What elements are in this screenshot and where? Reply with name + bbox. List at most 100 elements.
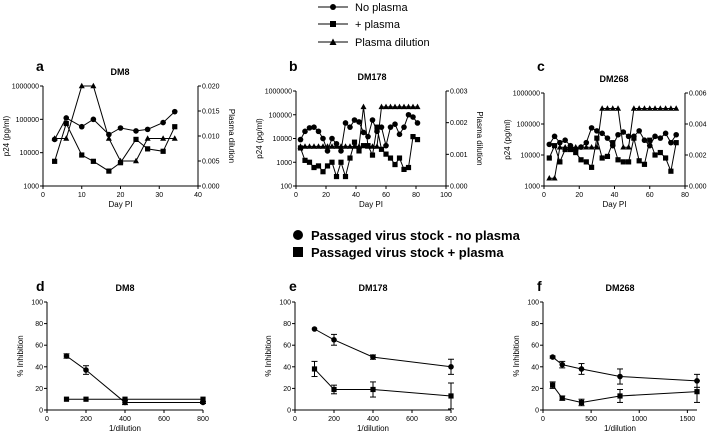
y-tick-label: 0 (39, 408, 43, 415)
y2-tick-label: 0.002 (689, 153, 707, 160)
data-point-triangle (171, 135, 178, 141)
data-point-triangle (360, 103, 367, 110)
data-point-circle (594, 128, 600, 134)
x-tick-label: 400 (119, 416, 131, 423)
x-tick-label: 400 (367, 416, 379, 423)
data-point-square (338, 159, 344, 165)
panel-b-chart: DM178 0 20 40 60 80 100 100 1000 10000 100000 10000… (255, 72, 484, 209)
data-point-triangle (374, 143, 380, 149)
data-point-circle (378, 124, 385, 130)
y-tick-label: 80 (531, 321, 539, 328)
data-point-circle (410, 114, 416, 120)
data-point-circle (133, 128, 139, 134)
data-point-square (559, 395, 565, 401)
data-point-square (356, 148, 362, 154)
data-point-circle (396, 131, 403, 138)
data-point-circle (588, 125, 595, 131)
x-tick-label: 600 (406, 416, 418, 423)
data-point-triangle (662, 105, 669, 111)
data-series (549, 354, 700, 388)
data-series (546, 135, 679, 174)
data-point-square (333, 173, 340, 180)
data-point-square (546, 155, 552, 161)
data-point-circle (546, 141, 553, 148)
top-legend-entry-plus-plasma: + plasma (318, 19, 401, 31)
panel-title: DM268 (599, 74, 628, 84)
series-line (314, 328, 452, 368)
data-point-circle (315, 128, 322, 135)
data-point-triangle (324, 143, 331, 149)
data-point-square (615, 157, 621, 163)
y-tick-label: 100000 (16, 117, 39, 124)
data-point-square (617, 393, 623, 399)
y-tick-label: 1000000 (265, 89, 292, 96)
data-point-square (383, 151, 389, 157)
data-point-triangle (625, 144, 632, 150)
data-point-triangle (356, 143, 362, 149)
data-point-circle (583, 139, 590, 146)
y-tick-label: 10000 (273, 136, 293, 143)
data-point-square (396, 155, 403, 161)
data-point-triangle (673, 105, 680, 111)
panel-title: DM268 (605, 283, 634, 293)
series-line (66, 355, 203, 403)
series-line (552, 356, 698, 382)
x-tick-label: 80 (412, 192, 420, 199)
data-point-circle (311, 124, 317, 130)
data-series (297, 103, 421, 149)
data-point-square (573, 149, 579, 156)
data-point-circle (365, 133, 371, 140)
y2-tick-label: 0.001 (450, 152, 468, 159)
data-point-triangle (383, 103, 389, 110)
x-tick-label: 0 (294, 192, 298, 199)
data-point-triangle (311, 143, 317, 149)
data-point-circle (448, 364, 454, 370)
y-tick-label: 1000 (23, 184, 39, 191)
data-point-circle (342, 120, 349, 126)
y-tick-label: 100 (279, 300, 291, 307)
data-point-circle (329, 135, 335, 142)
data-point-square (370, 386, 376, 393)
y2-tick-label: 0.003 (450, 89, 468, 96)
y-tick-label: 40 (531, 364, 539, 371)
data-point-circle (604, 135, 611, 141)
legend-label: Plasma dilution (355, 37, 430, 49)
data-series (549, 380, 700, 407)
data-point-square (636, 158, 642, 164)
data-point-triangle (105, 135, 112, 141)
data-point-square (652, 152, 658, 158)
x-tick-label: 10 (78, 192, 86, 199)
data-point-circle (356, 119, 362, 125)
series-line (54, 111, 176, 140)
y-tick-label: 80 (283, 321, 291, 328)
x-tick-label: 1000 (631, 416, 647, 423)
data-point-square (122, 396, 128, 402)
data-point-circle (369, 117, 376, 123)
legend-label: No plasma (355, 2, 408, 14)
x-tick-label: 40 (194, 192, 202, 199)
data-point-square (599, 155, 605, 161)
y2-tick-label: 0.002 (450, 120, 468, 127)
series-line (54, 122, 176, 172)
data-point-square (578, 157, 584, 163)
y2-tick-label: 0.000 (202, 184, 220, 191)
data-point-circle (63, 353, 70, 359)
mid-legend-entry-no-plasma: Passaged virus stock - no plasma (293, 228, 521, 243)
data-point-triangle (297, 143, 304, 149)
data-point-square (631, 135, 637, 141)
data-point-circle (599, 130, 605, 137)
mid-legend: Passaged virus stock - no plasma Passage… (293, 228, 521, 260)
legend-square-marker (330, 21, 336, 27)
y2-tick-label: 0.010 (202, 134, 220, 141)
data-point-square (347, 155, 353, 161)
panel-letter-b: b (289, 58, 298, 74)
y-tick-label: 0 (287, 408, 291, 415)
data-point-triangle (333, 143, 340, 149)
y2-tick-label: 0.015 (202, 109, 220, 116)
data-point-square (83, 396, 89, 402)
y-tick-label: 20 (283, 386, 291, 393)
y2-tick-label: 0.004 (689, 122, 707, 129)
x-tick-label: 80 (681, 192, 689, 199)
data-series (51, 108, 178, 143)
data-point-triangle (636, 105, 643, 111)
